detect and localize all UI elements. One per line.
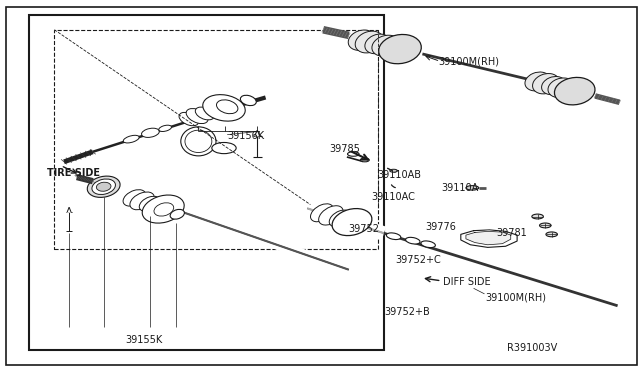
Ellipse shape bbox=[203, 94, 245, 121]
Ellipse shape bbox=[92, 179, 115, 195]
Polygon shape bbox=[67, 207, 71, 212]
Text: 39752: 39752 bbox=[349, 224, 380, 234]
Text: 39776: 39776 bbox=[426, 222, 456, 232]
Text: 39100M(RH): 39100M(RH) bbox=[438, 57, 499, 66]
Ellipse shape bbox=[241, 95, 256, 106]
Text: R391003V: R391003V bbox=[506, 343, 557, 353]
Ellipse shape bbox=[159, 125, 172, 131]
Ellipse shape bbox=[532, 74, 559, 94]
Ellipse shape bbox=[540, 223, 551, 228]
Text: 39110A: 39110A bbox=[442, 183, 479, 193]
Ellipse shape bbox=[216, 100, 238, 114]
Ellipse shape bbox=[140, 196, 160, 211]
Ellipse shape bbox=[355, 31, 383, 53]
Ellipse shape bbox=[348, 30, 375, 50]
Polygon shape bbox=[461, 230, 517, 247]
Ellipse shape bbox=[170, 209, 184, 219]
Text: 39752+C: 39752+C bbox=[396, 256, 441, 265]
Text: 39785: 39785 bbox=[330, 144, 360, 154]
Ellipse shape bbox=[548, 78, 575, 97]
Ellipse shape bbox=[372, 35, 400, 56]
Ellipse shape bbox=[319, 206, 343, 225]
Ellipse shape bbox=[421, 241, 435, 248]
Ellipse shape bbox=[365, 34, 390, 54]
Ellipse shape bbox=[360, 158, 369, 162]
Text: DIFF SIDE: DIFF SIDE bbox=[443, 277, 490, 286]
Ellipse shape bbox=[379, 35, 421, 64]
Ellipse shape bbox=[541, 77, 566, 94]
Text: 39781: 39781 bbox=[496, 228, 527, 237]
Ellipse shape bbox=[466, 186, 479, 190]
Ellipse shape bbox=[390, 169, 397, 172]
Ellipse shape bbox=[525, 72, 550, 91]
Ellipse shape bbox=[179, 112, 198, 126]
Ellipse shape bbox=[141, 128, 159, 137]
Ellipse shape bbox=[123, 190, 146, 206]
Ellipse shape bbox=[154, 203, 173, 216]
Ellipse shape bbox=[348, 152, 359, 156]
Ellipse shape bbox=[186, 109, 208, 124]
Ellipse shape bbox=[212, 142, 236, 154]
Ellipse shape bbox=[142, 195, 184, 223]
Text: 39752+B: 39752+B bbox=[384, 308, 429, 317]
Ellipse shape bbox=[185, 130, 212, 153]
Bar bbox=[29, 15, 384, 350]
Ellipse shape bbox=[97, 182, 111, 191]
Bar bbox=[54, 30, 378, 249]
Ellipse shape bbox=[130, 192, 154, 210]
Ellipse shape bbox=[195, 107, 214, 120]
Ellipse shape bbox=[406, 237, 420, 244]
Text: 39110AB: 39110AB bbox=[378, 170, 422, 180]
Ellipse shape bbox=[310, 204, 333, 222]
Ellipse shape bbox=[387, 233, 401, 240]
Text: 39110AC: 39110AC bbox=[371, 192, 415, 202]
Ellipse shape bbox=[124, 135, 139, 143]
Text: 39155K: 39155K bbox=[125, 336, 163, 345]
Ellipse shape bbox=[87, 176, 120, 198]
Ellipse shape bbox=[546, 232, 557, 237]
Text: 39156K: 39156K bbox=[227, 131, 264, 141]
Text: 39100M(RH): 39100M(RH) bbox=[485, 293, 546, 302]
Ellipse shape bbox=[532, 214, 543, 219]
Polygon shape bbox=[466, 231, 511, 245]
Ellipse shape bbox=[329, 210, 351, 227]
Text: TIRE SIDE: TIRE SIDE bbox=[47, 168, 100, 178]
Ellipse shape bbox=[332, 209, 372, 235]
Polygon shape bbox=[255, 130, 260, 136]
Ellipse shape bbox=[181, 127, 216, 156]
Ellipse shape bbox=[554, 77, 595, 105]
